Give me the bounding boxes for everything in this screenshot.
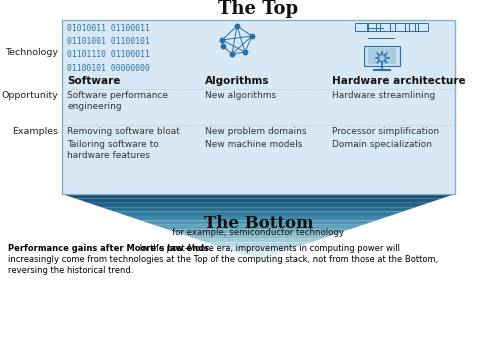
Text: for example, semiconductor technology: for example, semiconductor technology	[172, 228, 345, 237]
FancyBboxPatch shape	[62, 20, 455, 194]
Text: New problem domains: New problem domains	[205, 127, 307, 136]
Polygon shape	[154, 225, 363, 229]
Polygon shape	[141, 220, 376, 225]
Text: Removing software bloat: Removing software bloat	[67, 127, 180, 136]
Polygon shape	[62, 194, 455, 198]
Polygon shape	[245, 255, 272, 260]
Text: increasingly come from technologies at the Top of the computing stack, not from : increasingly come from technologies at t…	[8, 255, 438, 264]
Text: Software: Software	[67, 76, 120, 86]
Polygon shape	[128, 216, 389, 220]
Text: Performance gains after Moore’s law ends.: Performance gains after Moore’s law ends…	[8, 244, 212, 253]
Text: Examples: Examples	[12, 127, 58, 136]
Text: Tailoring software to
hardware features: Tailoring software to hardware features	[67, 140, 159, 160]
Polygon shape	[88, 203, 429, 207]
Polygon shape	[232, 251, 285, 255]
Polygon shape	[101, 207, 416, 212]
Text: reversing the historical trend.: reversing the historical trend.	[8, 266, 133, 275]
FancyBboxPatch shape	[364, 46, 400, 66]
Text: Technology: Technology	[5, 48, 58, 57]
Polygon shape	[219, 247, 298, 251]
Text: Algorithms: Algorithms	[205, 76, 269, 86]
Text: Hardware streamlining: Hardware streamlining	[332, 91, 435, 100]
Polygon shape	[180, 234, 337, 238]
Text: Opportunity: Opportunity	[1, 91, 58, 100]
Text: The Bottom: The Bottom	[204, 215, 313, 232]
Text: Software performance
engineering: Software performance engineering	[67, 91, 168, 111]
Text: The Top: The Top	[218, 0, 299, 18]
Text: In the post-Moore era, improvements in computing power will: In the post-Moore era, improvements in c…	[137, 244, 400, 253]
Polygon shape	[114, 212, 403, 216]
Text: 01010011 01100011
01101001 01100101
01101110 01100011
01100101 00000000: 01010011 01100011 01101001 01100101 0110…	[67, 24, 150, 73]
Polygon shape	[167, 229, 350, 234]
Text: Hardware architecture: Hardware architecture	[332, 76, 466, 86]
Polygon shape	[75, 198, 442, 203]
Text: New machine models: New machine models	[205, 140, 302, 149]
FancyBboxPatch shape	[368, 48, 396, 64]
Polygon shape	[193, 238, 324, 242]
Text: Processor simplification: Processor simplification	[332, 127, 439, 136]
Polygon shape	[206, 242, 311, 247]
Text: Domain specialization: Domain specialization	[332, 140, 432, 149]
Text: New algorithms: New algorithms	[205, 91, 276, 100]
